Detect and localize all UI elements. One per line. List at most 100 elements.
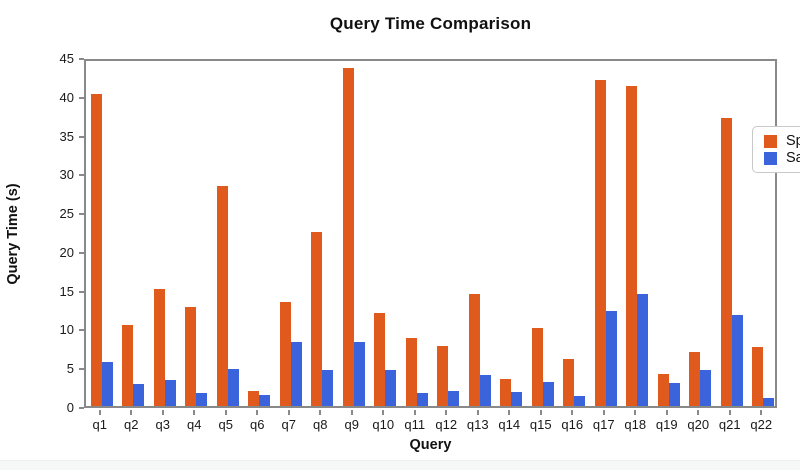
bar-spark-q4 bbox=[185, 306, 197, 406]
bar-spark-q1 bbox=[90, 94, 102, 406]
xtick-label-q5: q5 bbox=[218, 417, 233, 432]
bar-spark-q18 bbox=[626, 85, 638, 406]
ytick-label-25: 25 bbox=[59, 206, 74, 222]
ytick-label-10: 10 bbox=[59, 322, 74, 338]
bar-sail-q3 bbox=[164, 380, 176, 406]
ytick-mark-5 bbox=[79, 368, 84, 371]
bar-sail-q19 bbox=[668, 382, 680, 406]
xtick-label-q2: q2 bbox=[124, 417, 139, 432]
bar-spark-q20 bbox=[689, 351, 701, 406]
bar-sail-q5 bbox=[227, 368, 239, 406]
xtick-mark-q15 bbox=[539, 410, 542, 415]
ytick-mark-0 bbox=[79, 407, 84, 409]
xtick-mark-q19 bbox=[665, 410, 668, 415]
xtick-label-q19: q19 bbox=[655, 417, 678, 432]
bar-spark-q3 bbox=[153, 288, 165, 406]
ytick-label-20: 20 bbox=[59, 244, 74, 260]
ytick-mark-10 bbox=[79, 329, 84, 332]
ytick-label-15: 15 bbox=[59, 283, 74, 299]
bar-sail-q12 bbox=[448, 391, 460, 406]
xtick-mark-q1 bbox=[98, 410, 101, 415]
bar-sail-q6 bbox=[259, 395, 271, 406]
ytick-mark-15 bbox=[79, 290, 84, 293]
bar-sail-q4 bbox=[196, 392, 208, 406]
xtick-label-q14: q14 bbox=[498, 417, 521, 432]
bar-spark-q7 bbox=[279, 302, 291, 406]
legend-item-sail: Sail bbox=[764, 150, 800, 166]
bar-sail-q2 bbox=[133, 383, 145, 406]
bar-sail-q9 bbox=[353, 342, 365, 406]
xtick-mark-q14 bbox=[508, 410, 511, 415]
bar-sail-q17 bbox=[605, 311, 617, 406]
ytick-label-5: 5 bbox=[66, 361, 74, 377]
xtick-label-q1: q1 bbox=[92, 417, 107, 432]
xtick-mark-q18 bbox=[634, 410, 637, 415]
xtick-mark-q4 bbox=[193, 410, 196, 415]
bar-spark-q9 bbox=[342, 67, 354, 406]
bar-sail-q15 bbox=[542, 381, 554, 406]
xtick-mark-q3 bbox=[161, 410, 164, 415]
ytick-mark-30 bbox=[79, 174, 84, 177]
xtick-mark-q16 bbox=[571, 410, 574, 415]
xtick-label-q16: q16 bbox=[561, 417, 584, 432]
bar-sail-q14 bbox=[511, 392, 523, 406]
xtick-label-q7: q7 bbox=[281, 417, 296, 432]
bar-spark-q2 bbox=[122, 324, 134, 406]
bar-sail-q1 bbox=[101, 361, 113, 406]
xtick-mark-q11 bbox=[413, 410, 416, 415]
xtick-mark-q13 bbox=[476, 410, 479, 415]
xtick-label-q15: q15 bbox=[529, 417, 552, 432]
bar-spark-q10 bbox=[374, 312, 386, 406]
bar-spark-q6 bbox=[248, 390, 260, 406]
legend-label-spark: Spark bbox=[786, 133, 800, 149]
bar-spark-q8 bbox=[311, 231, 323, 406]
xtick-label-q6: q6 bbox=[250, 417, 265, 432]
xtick-mark-q12 bbox=[445, 410, 448, 415]
xtick-label-q20: q20 bbox=[687, 417, 710, 432]
bar-sail-q13 bbox=[479, 374, 491, 406]
x-axis-label: Query bbox=[409, 437, 452, 453]
footer-strip bbox=[0, 460, 800, 470]
xtick-label-q11: q11 bbox=[404, 417, 426, 432]
xtick-mark-q21 bbox=[728, 410, 731, 415]
xtick-mark-q10 bbox=[382, 410, 385, 415]
bar-sail-q22 bbox=[763, 398, 775, 406]
legend-item-spark: Spark bbox=[764, 133, 800, 149]
ytick-mark-45 bbox=[79, 58, 84, 60]
bar-sail-q16 bbox=[574, 395, 586, 406]
bar-spark-q16 bbox=[563, 359, 575, 406]
ytick-mark-35 bbox=[79, 135, 84, 138]
xtick-label-q3: q3 bbox=[155, 417, 170, 432]
xtick-label-q12: q12 bbox=[435, 417, 458, 432]
xtick-mark-q7 bbox=[287, 410, 290, 415]
xtick-mark-q5 bbox=[224, 410, 227, 415]
ytick-mark-20 bbox=[79, 251, 84, 254]
xtick-label-q10: q10 bbox=[372, 417, 395, 432]
xtick-mark-q8 bbox=[319, 410, 322, 415]
ytick-mark-40 bbox=[79, 96, 84, 99]
ytick-label-45: 45 bbox=[59, 51, 74, 66]
xtick-label-q4: q4 bbox=[187, 417, 202, 432]
ytick-label-40: 40 bbox=[59, 89, 74, 105]
xtick-mark-q2 bbox=[130, 410, 133, 415]
xtick-mark-q22 bbox=[760, 410, 763, 415]
xtick-mark-q6 bbox=[256, 410, 259, 415]
bar-sail-q18 bbox=[637, 293, 649, 406]
bar-spark-q15 bbox=[531, 328, 543, 406]
y-axis-label: Query Time (s) bbox=[5, 183, 21, 285]
bar-sail-q7 bbox=[290, 341, 302, 406]
bar-spark-q12 bbox=[437, 346, 449, 406]
bar-spark-q11 bbox=[405, 337, 417, 406]
plot-area: Spark Sail bbox=[84, 59, 800, 408]
xtick-mark-q20 bbox=[697, 410, 700, 415]
chart-title: Query Time Comparison bbox=[329, 14, 532, 33]
ytick-label-0: 0 bbox=[66, 400, 74, 415]
ytick-label-30: 30 bbox=[59, 167, 74, 183]
bar-spark-q14 bbox=[500, 378, 512, 406]
xtick-label-q18: q18 bbox=[624, 417, 647, 432]
bar-sail-q8 bbox=[322, 369, 334, 406]
bar-spark-q21 bbox=[720, 117, 732, 406]
legend: Spark Sail bbox=[752, 126, 800, 173]
bar-sail-q11 bbox=[416, 392, 428, 406]
